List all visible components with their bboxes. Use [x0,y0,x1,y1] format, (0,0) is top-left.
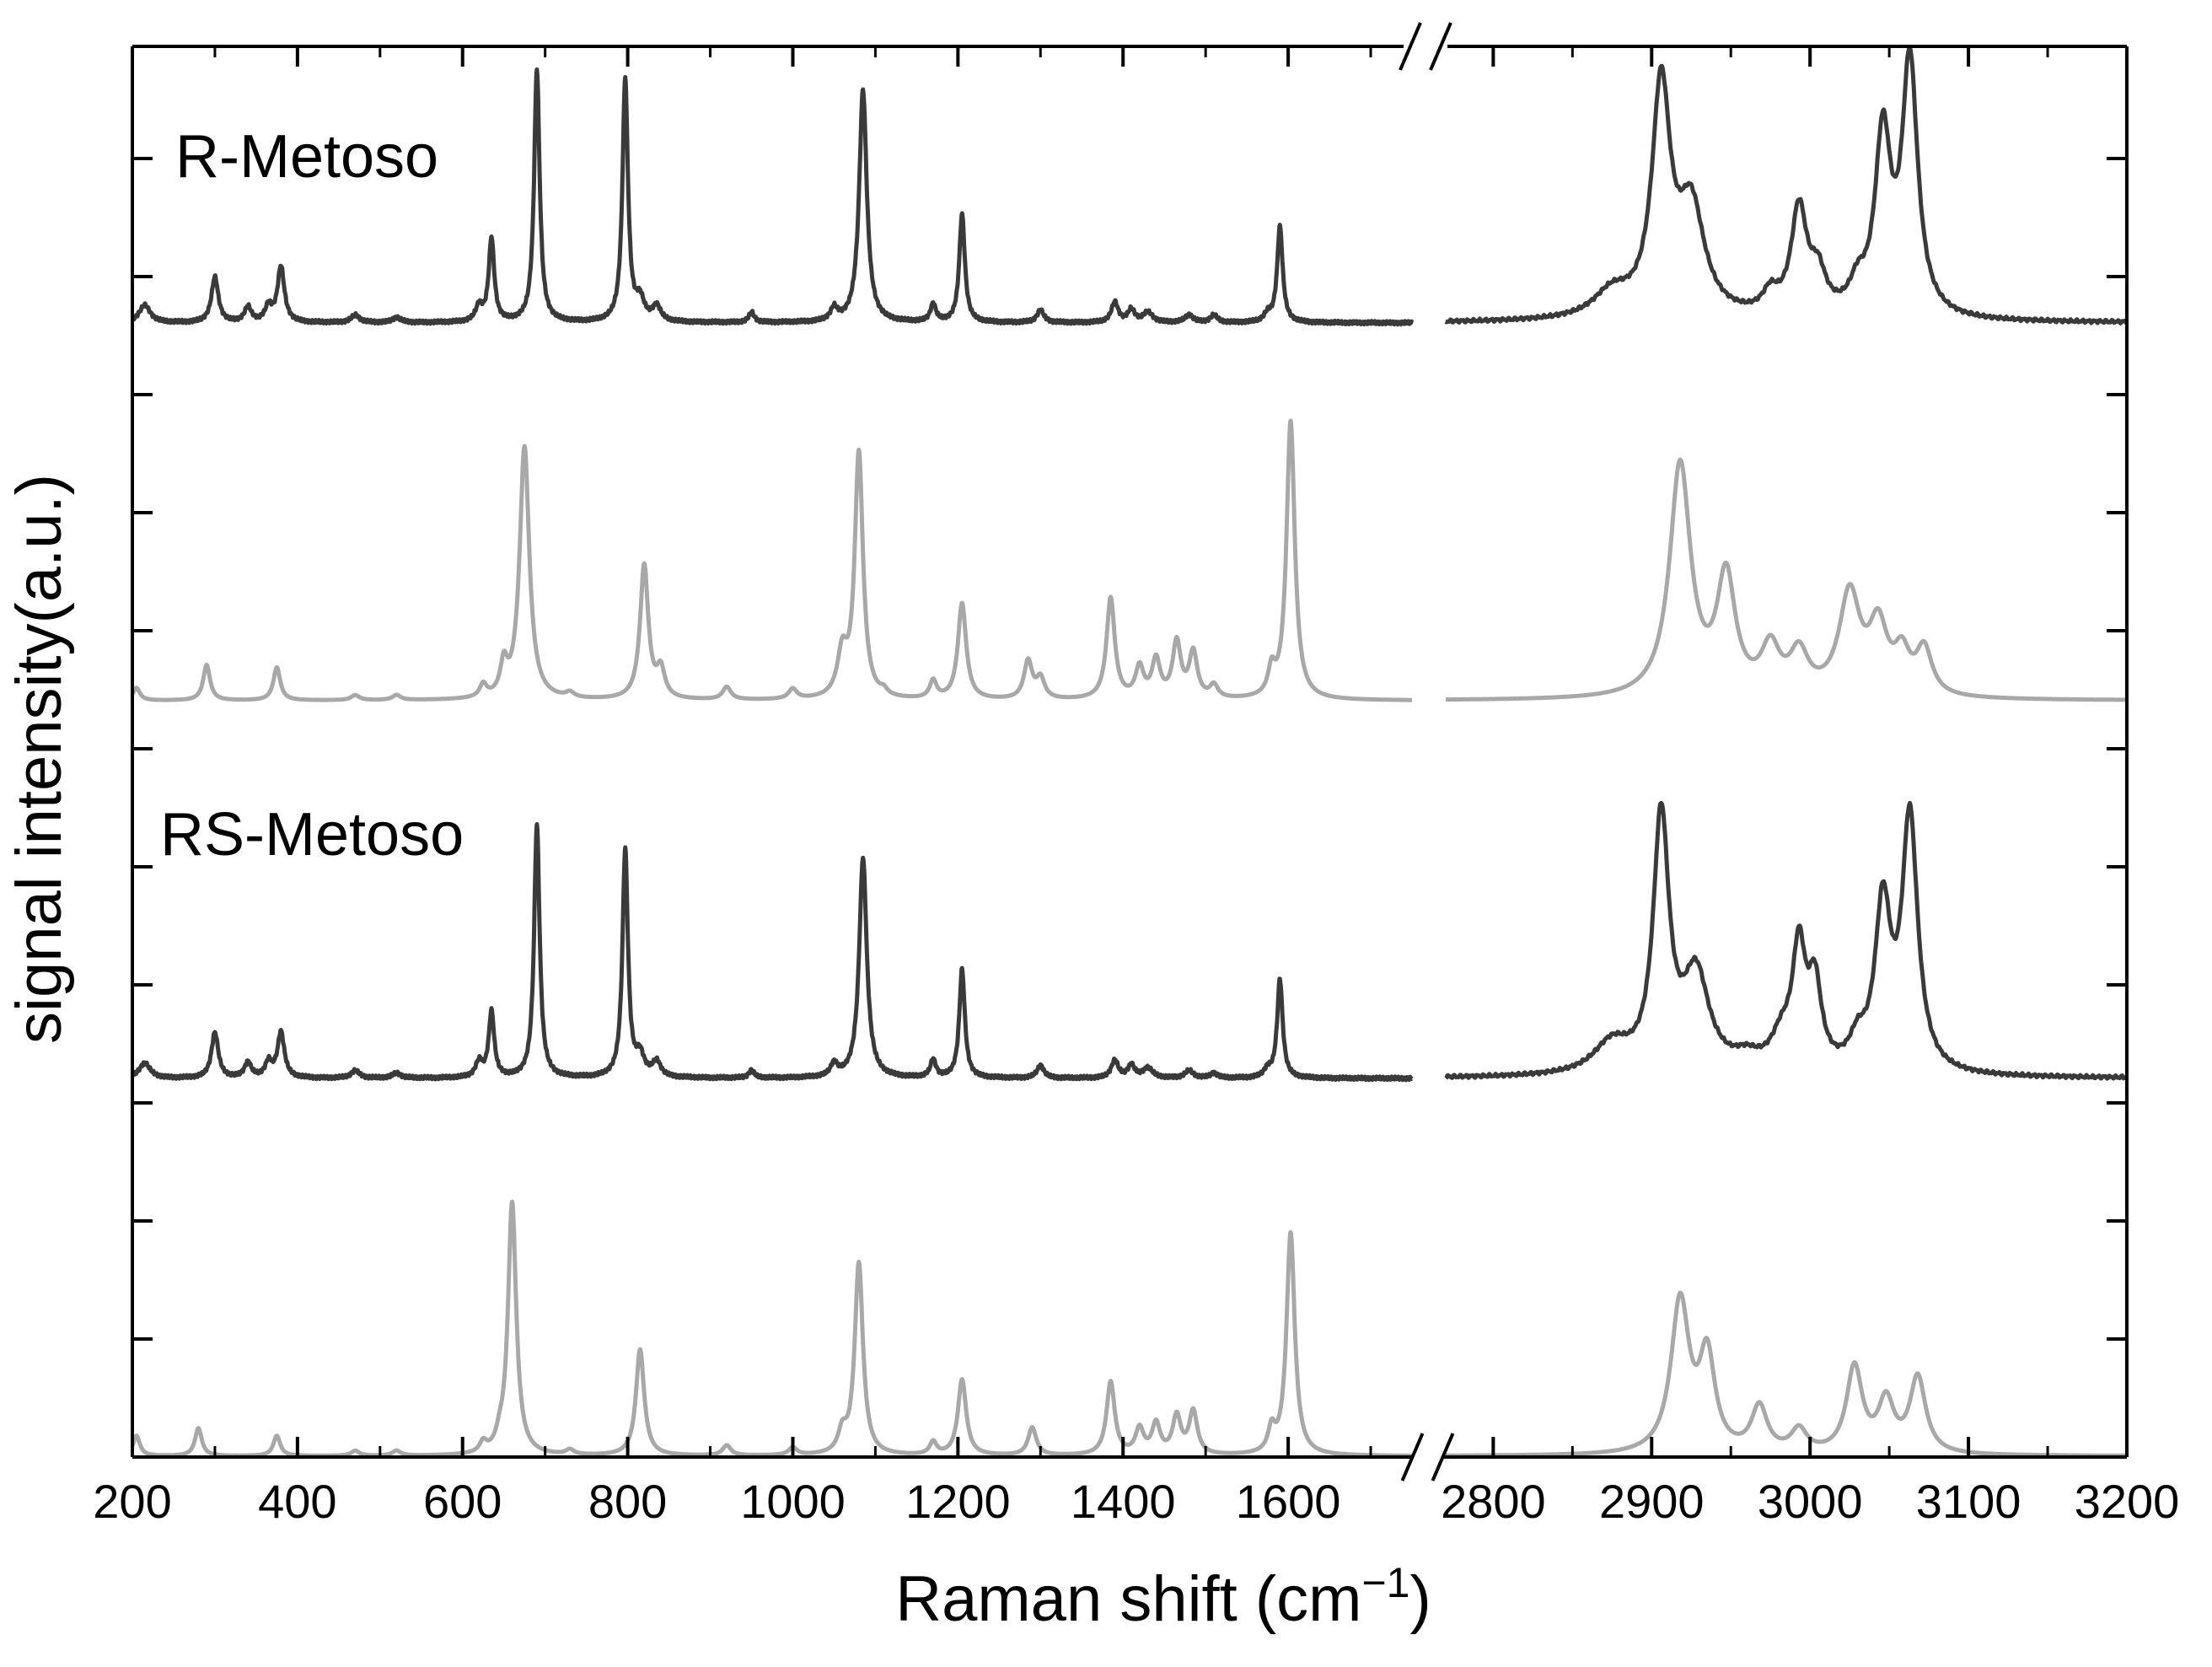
axis-break-slash-0-0 [1399,22,1422,71]
x-axis-title-main: Raman shift (cm [895,1563,1361,1635]
axes-frame [131,22,2129,1481]
x-tick-label-3000: 3000 [1758,1475,1863,1528]
x-tick-label-2800: 2800 [1441,1475,1546,1528]
series-3-calculated-segment-1 [1444,1290,2129,1458]
x-axis-title: Raman shift (cm−1) [895,1559,1431,1635]
x-tick-label-200: 200 [93,1475,171,1528]
axis-break-slash-1-1 [1431,1433,1455,1481]
x-axis-title-superscript: −1 [1361,1559,1409,1606]
axis-break-gap-1 [1412,1450,1443,1464]
annotation-rs-metoso: RS-Metoso [160,801,464,868]
y-axis-title: signal intensity(a.u.) [3,474,75,1044]
series-1-calculated-segment-1 [1444,457,2129,702]
series-2-experimental-segment-1 [1444,800,2129,1081]
axis-break-gap-0 [1404,40,1447,53]
x-tick-label-2900: 2900 [1599,1475,1705,1528]
x-axis-title-end: ) [1409,1563,1431,1635]
series-1-calculated-segment-0 [130,418,1414,702]
x-tick-label-1200: 1200 [905,1475,1011,1528]
ticks: 200 400 600 800 1000 1200 1400 1600 2800 2900 3000… [93,46,2179,1528]
series-3-calculated-segment-0 [130,1199,1414,1458]
x-tick-label-600: 600 [423,1475,502,1528]
x-tick-label-3200: 3200 [2075,1475,2180,1528]
x-tick-label-1000: 1000 [740,1475,846,1528]
series-layer [130,45,2129,1458]
axis-break-slash-0-1 [1429,22,1452,71]
x-tick-label-3100: 3100 [1916,1475,2021,1528]
x-tick-label-1400: 1400 [1071,1475,1176,1528]
x-tick-label-400: 400 [258,1475,336,1528]
annotation-r-metoso: R-Metoso [175,123,438,191]
axis-break-slash-1-0 [1400,1433,1425,1481]
x-tick-label-800: 800 [588,1475,667,1528]
series-0-experimental-segment-0 [130,67,1415,327]
x-tick-label-1600: 1600 [1236,1475,1341,1528]
series-0-experimental-segment-1 [1444,45,2129,325]
series-2-experimental-segment-0 [131,822,1414,1083]
